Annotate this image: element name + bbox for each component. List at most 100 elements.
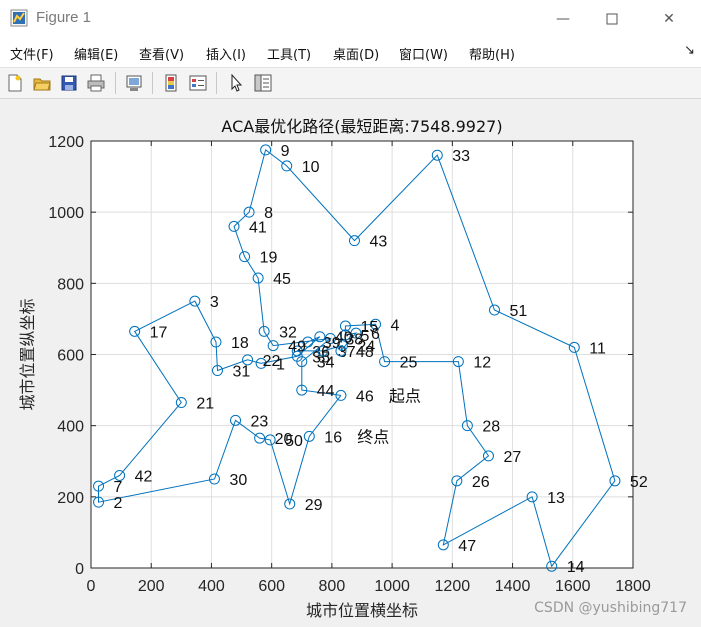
city-label: 12 — [473, 355, 491, 372]
city-label: 5 — [360, 328, 369, 345]
property-editor-icon[interactable] — [251, 71, 275, 95]
menu-help[interactable]: 帮助(H) — [469, 48, 515, 63]
new-figure-icon[interactable] — [3, 71, 27, 95]
city-label: 36 — [312, 344, 330, 361]
city-marker — [296, 384, 308, 396]
print-icon[interactable] — [84, 71, 108, 95]
city-marker — [252, 272, 264, 284]
city-marker — [264, 434, 276, 446]
x-tick-label: 1800 — [615, 578, 651, 595]
x-tick-label: 200 — [138, 578, 165, 595]
y-tick-label: 1000 — [48, 205, 84, 222]
city-label: 1 — [276, 356, 285, 373]
city-label: 37 — [338, 344, 356, 361]
city-label: 47 — [458, 538, 476, 555]
insert-colorbar-icon[interactable] — [159, 71, 183, 95]
city-marker — [302, 336, 314, 348]
city-label: 32 — [279, 324, 297, 341]
x-tick-label: 600 — [258, 578, 285, 595]
city-label: 19 — [260, 250, 278, 267]
city-marker — [482, 450, 494, 462]
city-label: 3 — [210, 294, 219, 311]
save-icon[interactable] — [57, 71, 81, 95]
city-marker — [93, 480, 105, 492]
city-marker — [379, 356, 391, 368]
x-tick-label: 1000 — [374, 578, 410, 595]
menu-file[interactable]: 文件(F) — [10, 48, 54, 63]
city-marker — [609, 475, 621, 487]
city-label: 40 — [335, 330, 353, 347]
city-label: 10 — [302, 159, 320, 176]
close-icon[interactable]: ✕ — [663, 10, 675, 27]
city-label: 49 — [288, 339, 306, 356]
chart-title: ACA最优化路径(最短距离:7548.9927) — [221, 117, 502, 136]
city-marker — [461, 420, 473, 432]
city-marker — [291, 345, 303, 357]
insert-legend-icon[interactable] — [186, 71, 210, 95]
city-marker — [350, 327, 362, 339]
city-marker — [239, 251, 251, 263]
menu-view[interactable]: 查看(V) — [139, 48, 185, 63]
city-label: 6 — [371, 326, 380, 343]
city-label: 44 — [317, 383, 335, 400]
y-tick-label: 1200 — [48, 134, 84, 151]
title-bar: Figure 1 — ✕ — [0, 0, 701, 37]
city-label: 23 — [251, 413, 269, 430]
x-tick-label: 0 — [87, 578, 96, 595]
window-title: Figure 1 — [36, 9, 92, 26]
menu-edit[interactable]: 编辑(E) — [74, 48, 119, 63]
city-marker — [258, 325, 270, 337]
city-marker — [339, 329, 351, 341]
city-label: 7 — [114, 479, 123, 496]
city-marker — [546, 560, 558, 572]
menu-tools[interactable]: 工具(T) — [267, 48, 312, 63]
city-marker — [335, 389, 347, 401]
city-marker — [211, 365, 223, 377]
city-label: 25 — [400, 355, 418, 372]
city-marker — [303, 430, 315, 442]
city-label: 46 — [356, 388, 374, 405]
city-label: 29 — [305, 497, 323, 514]
dock-figure-icon[interactable]: ↘ — [684, 43, 695, 58]
maximize-icon[interactable] — [589, 0, 635, 37]
city-marker — [243, 206, 255, 218]
city-marker — [370, 318, 382, 330]
toolbar-separator — [115, 72, 116, 94]
city-marker — [452, 356, 464, 368]
city-label: 31 — [232, 364, 250, 381]
city-label: 22 — [263, 353, 281, 370]
city-label: 15 — [360, 319, 378, 336]
city-marker — [228, 220, 240, 232]
city-marker — [317, 345, 329, 357]
menu-bar: 文件(F) 编辑(E) 查看(V) 插入(I) 工具(T) 桌面(D) 窗口(W… — [0, 37, 701, 68]
city-marker — [314, 331, 326, 343]
city-marker — [175, 397, 187, 409]
city-label: 34 — [317, 355, 335, 372]
menu-insert[interactable]: 插入(I) — [206, 48, 246, 63]
menu-window[interactable]: 窗口(W) — [399, 48, 448, 63]
city-label: 4 — [391, 317, 400, 334]
city-marker — [348, 235, 360, 247]
city-marker — [260, 144, 272, 156]
city-label: 38 — [345, 331, 363, 348]
city-marker — [267, 340, 279, 352]
link-plot-icon[interactable] — [122, 71, 146, 95]
minimize-icon[interactable]: — — [556, 10, 570, 27]
watermark: CSDN @yushibing717 — [534, 600, 687, 616]
city-marker — [431, 149, 443, 161]
city-label: 26 — [472, 474, 490, 491]
city-label: 11 — [589, 340, 606, 357]
toolbar-separator — [216, 72, 217, 94]
city-marker — [189, 295, 201, 307]
city-marker — [339, 320, 351, 332]
city-label: 17 — [150, 324, 168, 341]
menu-desktop[interactable]: 桌面(D) — [333, 48, 380, 63]
chart: 0 200 400 600 800 1000 1200 1400 1600 18000200400… — [18, 117, 651, 620]
city-label: 48 — [356, 344, 374, 361]
endpoint-annotation: 起点 — [389, 386, 421, 405]
city-marker — [129, 325, 141, 337]
open-file-icon[interactable] — [30, 71, 54, 95]
pointer-icon[interactable] — [224, 71, 248, 95]
figure-toolbar — [0, 68, 701, 99]
city-label: 2 — [114, 495, 123, 512]
